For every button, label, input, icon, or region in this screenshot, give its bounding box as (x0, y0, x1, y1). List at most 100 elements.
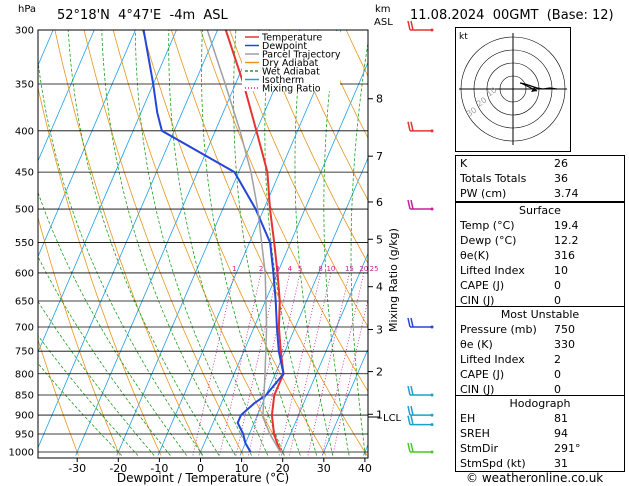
hodograph-trace (519, 82, 558, 90)
km-tick-label: 5 (376, 233, 383, 246)
surface-row: Lifted Index 10 (456, 263, 624, 278)
hodograph-table: Hodograph EH 81 SREH 94 StmDir 291° StmSpd … (455, 395, 625, 472)
temperature-tick-label: -20 (109, 462, 127, 475)
pressure-tick-label: 500 (15, 205, 34, 216)
legend-entry: Isotherm (262, 75, 304, 86)
hodo-row: StmDir 291° (456, 441, 624, 456)
km-unit-label: km (375, 4, 391, 15)
plot-frame (37, 29, 369, 459)
hodo-label: EH (460, 412, 476, 425)
asl-unit-label: ASL (374, 17, 393, 28)
hodo-label: SREH (460, 427, 490, 440)
pressure-tick-label: 950 (15, 430, 34, 441)
legend-entry: Wet Adiabat (262, 67, 320, 78)
surface-value: 19.4 (554, 219, 579, 232)
surface-value: 12.2 (554, 234, 579, 247)
pressure-tick-label: 300 (15, 26, 34, 37)
wind-barb-flag (410, 415, 414, 425)
mu-label: θe (K) (460, 338, 493, 351)
wind-barb-dot (430, 393, 434, 397)
dry-adiabat-line (287, 30, 368, 202)
mixing-ratio-label: 20 (359, 265, 368, 273)
dewpoint-line (142, 30, 285, 453)
index-row-pw: PW (cm) 3.74 (456, 186, 624, 201)
hodograph-table-title: Hodograph (509, 397, 571, 410)
isotherm-line (280, 252, 368, 456)
legend-entry: Mixing Ratio (262, 84, 321, 95)
lcl-label: LCL (383, 413, 402, 424)
pressure-tick-label: 750 (15, 347, 34, 358)
mixing-ratio-label: 3 (275, 265, 279, 273)
dry-adiabat-line (258, 30, 368, 265)
index-label: Totals Totals (460, 172, 527, 185)
index-row-k: K 26 (456, 156, 624, 171)
pressure-tick-label: 800 (15, 369, 34, 380)
dry-adiabat-line (141, 30, 327, 456)
index-value: 26 (554, 157, 568, 170)
mixing-ratio-label: 10 (326, 265, 335, 273)
wet-adiabat-line (38, 58, 204, 456)
mu-label: Pressure (mb) (460, 323, 537, 336)
wind-barb-flag (407, 20, 411, 31)
legend-entry: Dry Adiabat (262, 58, 319, 69)
wind-barb-flag (410, 199, 414, 210)
km-tick-label: 4 (376, 281, 383, 294)
legend-entry: Parcel Trajectory (262, 50, 341, 61)
mixing-ratio-label: 25 (370, 265, 379, 273)
pressure-tick-label: 400 (15, 126, 34, 137)
pressure-tick-label: 650 (15, 297, 34, 308)
wind-barb-flag (407, 415, 411, 425)
wet-adiabat-line (38, 191, 187, 456)
temperature-line (224, 30, 285, 453)
wind-barb-flag (407, 385, 411, 396)
dry-adiabat-line (171, 30, 368, 456)
mixing-ratio-line (219, 272, 262, 456)
dry-adiabat-line (83, 30, 244, 456)
mu-label: CIN (J) (460, 383, 495, 396)
temperature-tick-label: 30 (317, 462, 331, 475)
pressure-tick-label: 550 (15, 238, 34, 249)
mu-value: 330 (554, 338, 575, 351)
mu-value: 750 (554, 323, 575, 336)
wet-adiabat-line (294, 30, 334, 456)
mu-row: CAPE (J) 0 (456, 367, 624, 382)
surface-label: CAPE (J) (460, 279, 505, 292)
wind-barb-dot (430, 423, 434, 427)
temperature-tick-label: -10 (150, 462, 168, 475)
surface-row: θe(K) 316 (456, 248, 624, 263)
wet-adiabat-line (38, 362, 122, 456)
wind-barb-flag (407, 405, 411, 416)
hpa-unit-label: hPa (18, 4, 37, 15)
index-label: K (460, 157, 468, 170)
hodograph-unit-label: kt (459, 32, 468, 42)
wind-barb-flag (407, 442, 411, 453)
hodo-row: StmSpd (kt) 31 (456, 456, 624, 471)
mu-value: 2 (554, 353, 561, 366)
wet-adiabat-line (233, 30, 301, 456)
indices-table: K 26 Totals Totals 36 PW (cm) 3.74 (455, 155, 625, 202)
km-tick-label: 8 (376, 93, 383, 106)
pressure-tick-label: 700 (15, 322, 34, 333)
pressure-tick-label: 900 (15, 411, 34, 422)
mu-label: Lifted Index (460, 353, 525, 366)
surface-label: θe(K) (460, 249, 490, 262)
datetime-title: 11.08.2024 00GMT (Base: 12) (410, 8, 614, 23)
mixing-ratio-line (307, 272, 350, 456)
wet-adiabat-line (323, 30, 350, 456)
temperature-tick-label: -30 (68, 462, 86, 475)
mixing-ratio-label: 5 (298, 265, 302, 273)
parcel-trajectory-line (206, 30, 281, 453)
wind-barb-flag (410, 317, 414, 328)
mu-row: Pressure (mb) 750 (456, 322, 624, 337)
most-unstable-table: Most Unstable Pressure (mb) 750 θe (K) 330… (455, 306, 625, 398)
legend-box (242, 31, 340, 91)
mixing-ratio-label: 4 (288, 265, 293, 273)
temperature-tick-label: 20 (276, 462, 290, 475)
wet-adiabat-line (38, 255, 171, 456)
mixing-ratio-line (289, 272, 332, 456)
mixing-ratio-line (235, 272, 278, 456)
surface-row: CAPE (J) 0 (456, 278, 624, 293)
surface-table: Surface Temp (°C) 19.4 Dewp (°C) 12.2 θe(K… (455, 202, 625, 309)
hodo-value: 94 (554, 427, 568, 440)
